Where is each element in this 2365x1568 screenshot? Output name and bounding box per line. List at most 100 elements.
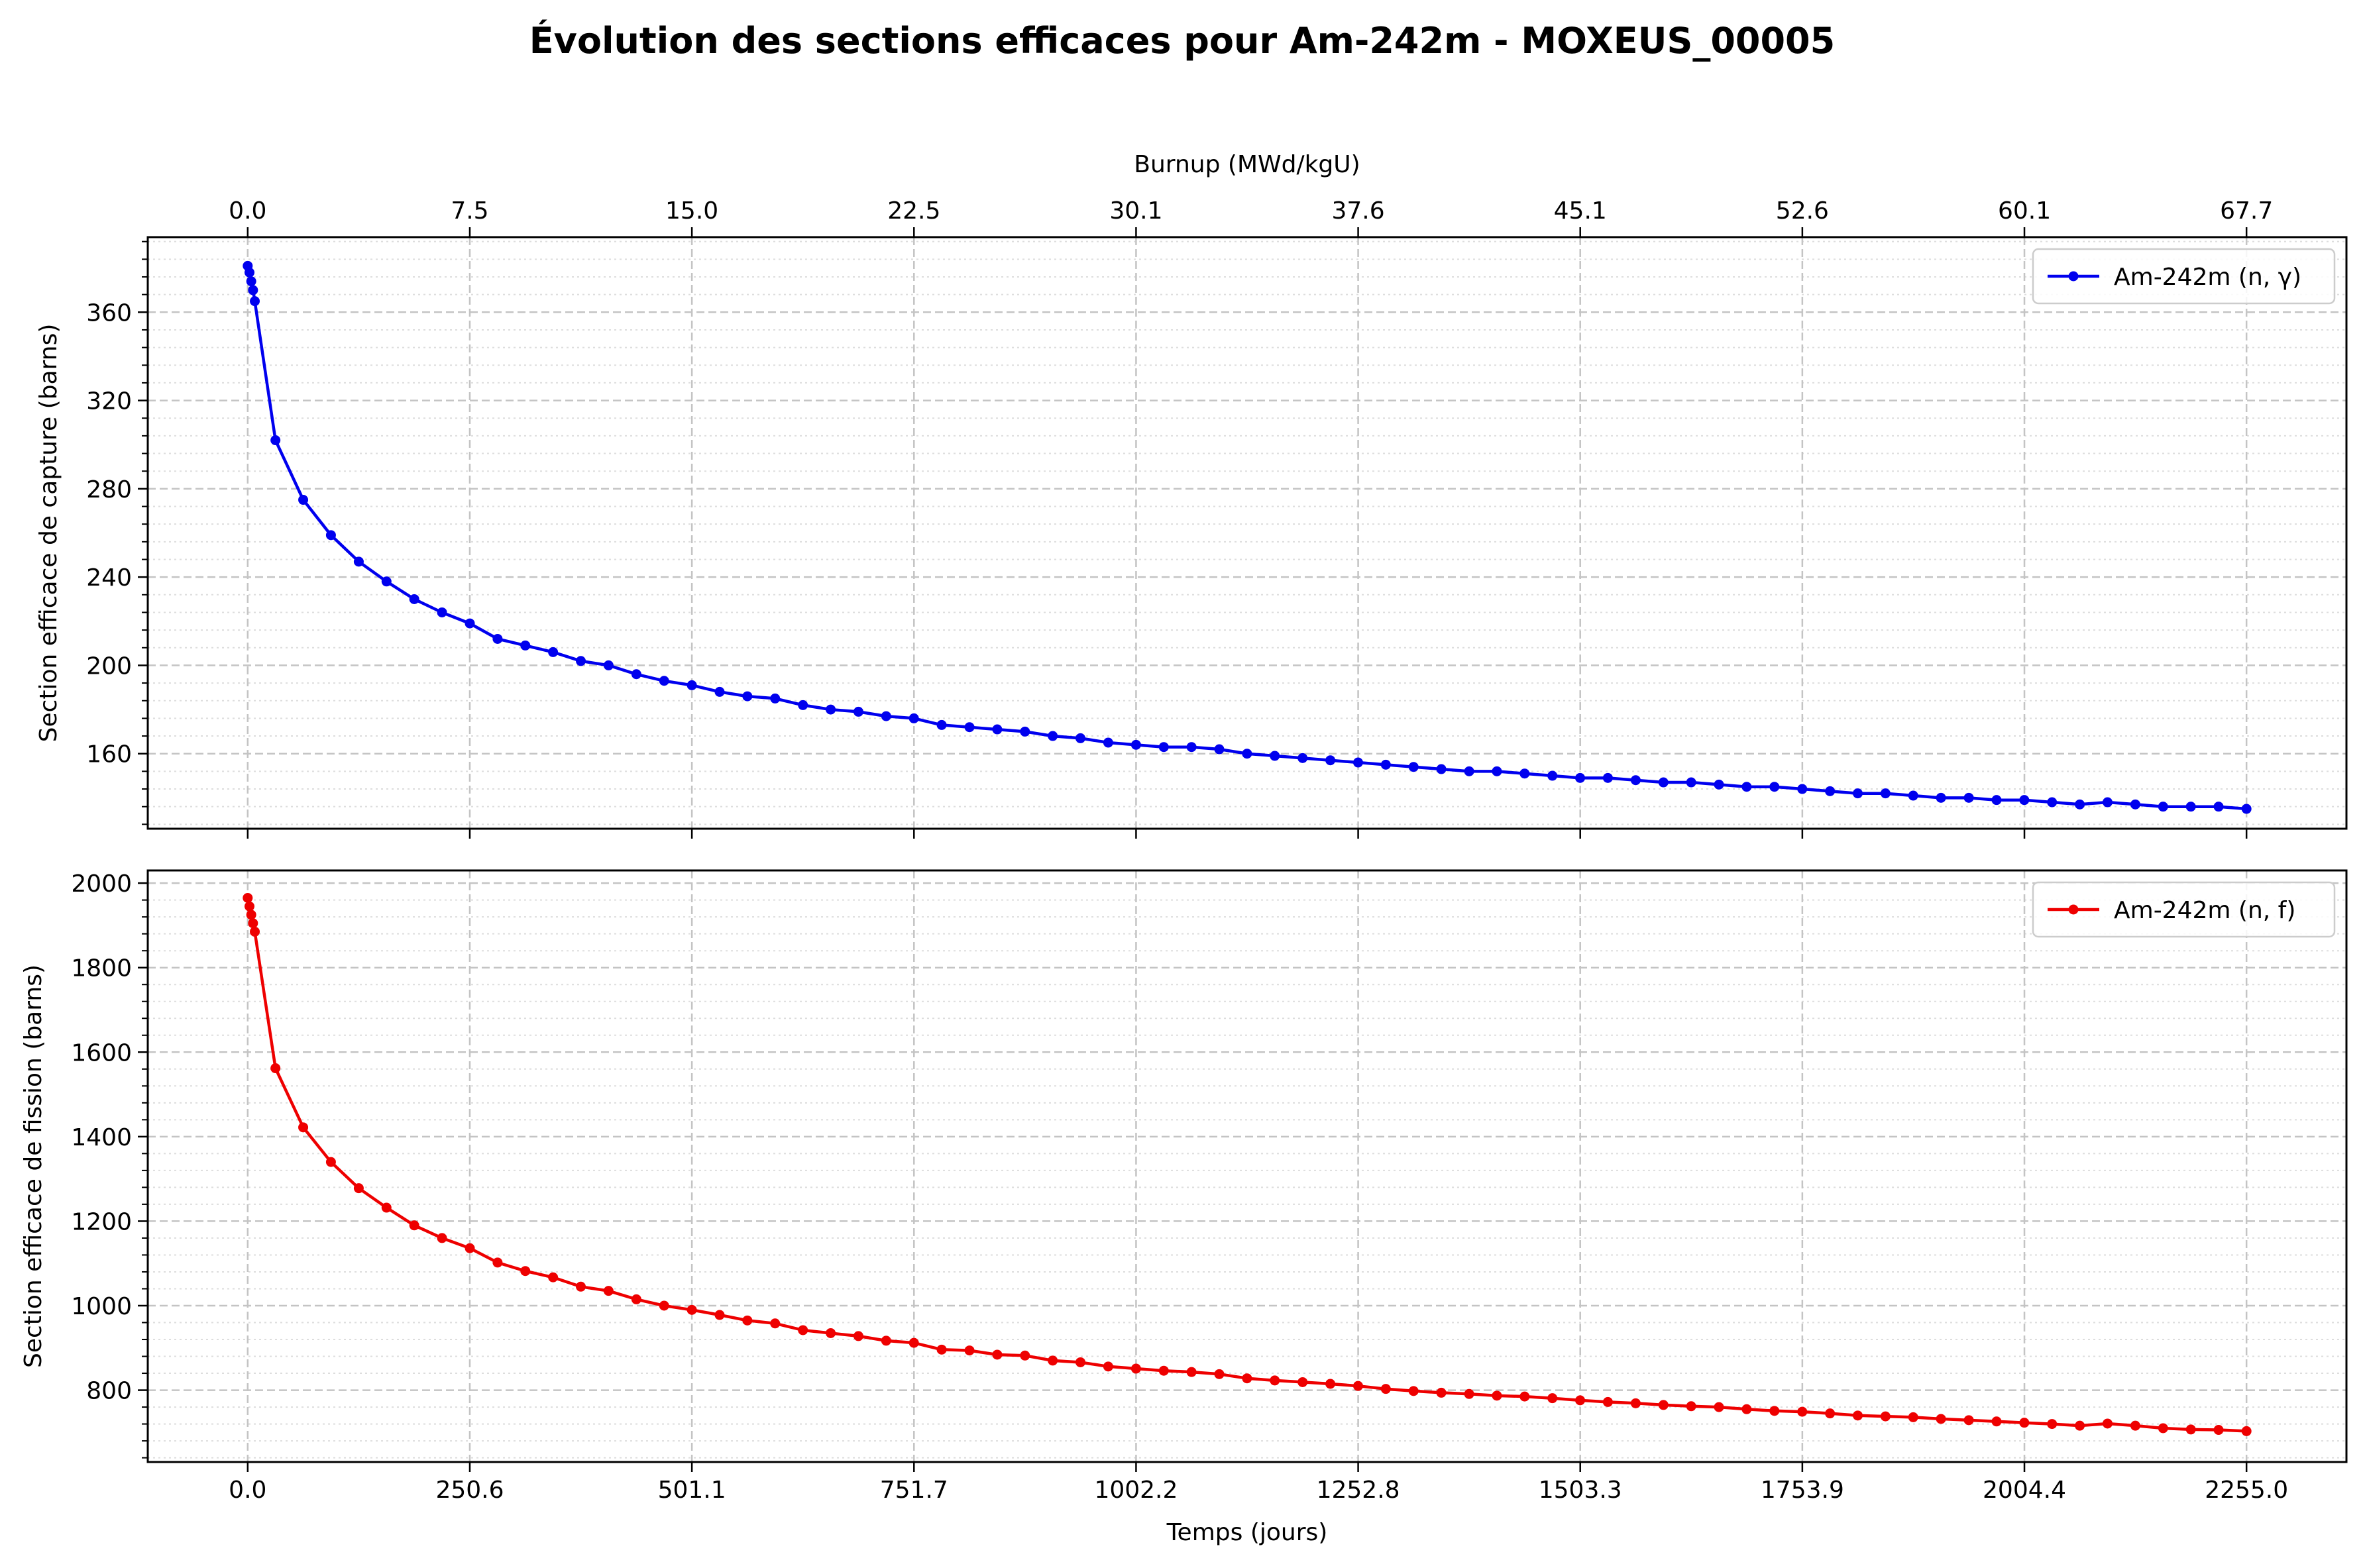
data-point — [381, 1202, 392, 1213]
data-point — [714, 686, 725, 697]
data-point — [1158, 742, 1169, 753]
data-point — [2241, 804, 2252, 814]
fission-panel: 800 1000 1200 1400 1600 1800 2000 0.0 250.6 501.1… — [20, 869, 2348, 1546]
data-point — [1352, 1381, 1363, 1391]
data-point — [687, 680, 697, 690]
data-point — [1130, 739, 1141, 750]
data-point — [298, 1122, 309, 1133]
data-point — [576, 656, 586, 666]
top-x-tick-label: 22.5 — [887, 197, 940, 225]
data-point — [853, 706, 863, 717]
data-point — [409, 1220, 419, 1231]
data-point — [1658, 1400, 1669, 1410]
data-point — [2102, 1418, 2113, 1429]
data-point — [798, 1325, 808, 1335]
data-point — [826, 704, 836, 715]
data-point — [246, 276, 256, 287]
data-point — [1936, 792, 1946, 803]
data-point — [1769, 1406, 1780, 1416]
x-axis-label: Temps (jours) — [1166, 1519, 1328, 1546]
y-tick-label: 1600 — [71, 1039, 132, 1067]
y-tick-label: 280 — [86, 476, 132, 503]
data-point — [1130, 1363, 1141, 1374]
y-tick-label: 800 — [86, 1378, 132, 1405]
data-point — [2102, 797, 2113, 808]
data-point — [603, 1286, 614, 1296]
data-point — [1297, 1377, 1308, 1387]
data-point — [1020, 1350, 1030, 1361]
data-point — [2019, 1418, 2030, 1428]
data-point — [325, 1157, 336, 1167]
y-tick-label: 1200 — [71, 1208, 132, 1235]
legend-marker — [2068, 904, 2079, 915]
x-tick-label: 1503.3 — [1539, 1477, 1622, 1504]
data-point — [1408, 1386, 1419, 1396]
y-tick-label: 240 — [86, 564, 132, 592]
data-point — [1714, 779, 1724, 790]
data-point — [492, 633, 503, 644]
data-point — [1602, 1396, 1613, 1407]
data-point — [1963, 792, 1974, 803]
y-tick-label: 160 — [86, 741, 132, 768]
data-point — [964, 722, 975, 733]
data-point — [1575, 772, 1586, 783]
data-point — [2213, 1425, 2224, 1436]
legend-box — [2032, 881, 2336, 938]
data-point — [770, 1318, 781, 1329]
data-point — [936, 719, 947, 730]
data-point — [250, 296, 260, 307]
data-point — [798, 700, 808, 710]
data-point — [1658, 777, 1669, 788]
legend-label: Am-242m (n, f) — [2114, 897, 2295, 924]
data-point — [1547, 770, 1558, 781]
data-point — [742, 691, 753, 702]
data-point — [465, 618, 475, 629]
top-x-axis-label: Burnup (MWd/kgU) — [1134, 151, 1360, 178]
data-point — [2158, 1423, 2168, 1434]
data-point — [520, 640, 531, 651]
top-x-tick-label: 30.1 — [1109, 197, 1162, 225]
data-point — [1602, 772, 1613, 783]
data-point — [631, 1294, 641, 1304]
data-point — [248, 285, 258, 295]
data-point — [2047, 797, 2058, 808]
data-point — [1380, 759, 1391, 770]
data-point — [881, 711, 891, 721]
data-point — [1519, 768, 1530, 779]
data-point — [492, 1257, 503, 1268]
data-point — [1325, 755, 1336, 766]
data-point — [2158, 802, 2168, 812]
data-point — [687, 1304, 697, 1315]
x-tick-label: 1252.8 — [1317, 1477, 1400, 1504]
data-point — [1547, 1393, 1558, 1404]
data-point — [1075, 733, 1086, 743]
x-tick-label: 0.0 — [229, 1477, 266, 1504]
data-point — [353, 1183, 364, 1194]
data-point — [243, 892, 253, 903]
data-point — [992, 724, 1003, 735]
data-point — [1991, 1416, 2002, 1427]
data-point — [1214, 744, 1225, 755]
data-point — [1686, 777, 1696, 788]
data-point — [1158, 1365, 1169, 1376]
data-point — [437, 1233, 447, 1243]
legend-marker — [2068, 271, 2079, 282]
data-point — [826, 1328, 836, 1338]
data-point — [1048, 731, 1058, 741]
top-x-tick-label: 52.6 — [1776, 197, 1829, 225]
data-point — [548, 1272, 559, 1282]
data-point — [1797, 1406, 1808, 1417]
data-point — [270, 1063, 281, 1074]
data-point — [2019, 795, 2030, 806]
data-point — [576, 1281, 586, 1292]
data-point — [248, 918, 258, 929]
data-point — [465, 1243, 475, 1253]
y-tick-label: 200 — [86, 653, 132, 680]
top-x-tick-label: 15.0 — [665, 197, 718, 225]
data-point — [1714, 1402, 1724, 1412]
top-x-tick-label: 7.5 — [451, 197, 488, 225]
data-point — [2075, 799, 2085, 810]
data-point — [2213, 802, 2224, 812]
